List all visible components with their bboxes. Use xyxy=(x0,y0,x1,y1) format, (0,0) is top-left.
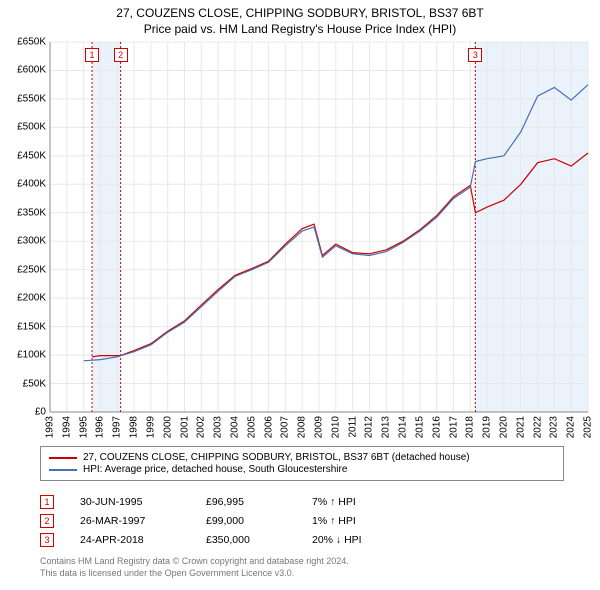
transactions-table: 1 30-JUN-1995 £96,995 7% ↑ HPI 2 26-MAR-… xyxy=(40,490,564,552)
x-axis-tick-label: 2023 xyxy=(549,416,560,438)
chart-marker-badge: 3 xyxy=(468,48,482,62)
footer-line: Contains HM Land Registry data © Crown c… xyxy=(40,556,349,568)
x-axis-tick-label: 2013 xyxy=(381,416,392,438)
x-axis-tick-label: 2001 xyxy=(179,416,190,438)
x-axis-tick-label: 1997 xyxy=(112,416,123,438)
y-axis-tick-label: £500K xyxy=(2,122,46,133)
transaction-date: 30-JUN-1995 xyxy=(80,496,180,508)
footer-line: This data is licensed under the Open Gov… xyxy=(40,568,349,580)
x-axis-tick-label: 2003 xyxy=(213,416,224,438)
transaction-pct: 20% ↓ HPI xyxy=(312,534,402,546)
x-axis-tick-label: 2014 xyxy=(398,416,409,438)
marker-badge: 2 xyxy=(40,514,54,528)
table-row: 3 24-APR-2018 £350,000 20% ↓ HPI xyxy=(40,533,564,547)
x-axis-tick-label: 2007 xyxy=(280,416,291,438)
y-axis-tick-label: £300K xyxy=(2,236,46,247)
y-axis-tick-label: £350K xyxy=(2,207,46,218)
transaction-price: £96,995 xyxy=(206,496,286,508)
y-axis-tick-label: £600K xyxy=(2,65,46,76)
marker-badge: 1 xyxy=(40,495,54,509)
legend-swatch xyxy=(49,457,77,459)
legend-label: 27, COUZENS CLOSE, CHIPPING SODBURY, BRI… xyxy=(83,452,470,463)
x-axis-tick-label: 1995 xyxy=(78,416,89,438)
table-row: 1 30-JUN-1995 £96,995 7% ↑ HPI xyxy=(40,495,564,509)
x-axis-tick-label: 2004 xyxy=(229,416,240,438)
transaction-date: 26-MAR-1997 xyxy=(80,515,180,527)
x-axis-tick-label: 2006 xyxy=(263,416,274,438)
x-axis-tick-label: 2024 xyxy=(566,416,577,438)
x-axis-tick-label: 2021 xyxy=(515,416,526,438)
x-axis-tick-label: 2008 xyxy=(297,416,308,438)
transaction-date: 24-APR-2018 xyxy=(80,534,180,546)
x-axis-tick-label: 2000 xyxy=(162,416,173,438)
chart-marker-badge: 1 xyxy=(85,48,99,62)
x-axis-tick-label: 2016 xyxy=(431,416,442,438)
titles-block: 27, COUZENS CLOSE, CHIPPING SODBURY, BRI… xyxy=(0,0,600,36)
y-axis-tick-label: £200K xyxy=(2,293,46,304)
x-axis-tick-label: 2010 xyxy=(330,416,341,438)
y-axis-tick-label: £250K xyxy=(2,264,46,275)
legend: 27, COUZENS CLOSE, CHIPPING SODBURY, BRI… xyxy=(40,446,564,481)
x-axis-tick-label: 2018 xyxy=(465,416,476,438)
legend-swatch xyxy=(49,469,77,471)
chart-subtitle: Price paid vs. HM Land Registry's House … xyxy=(0,22,600,36)
x-axis-tick-label: 2015 xyxy=(414,416,425,438)
x-axis-tick-label: 1999 xyxy=(145,416,156,438)
x-axis-tick-label: 2009 xyxy=(314,416,325,438)
x-axis-tick-label: 2022 xyxy=(532,416,543,438)
x-axis-tick-label: 2019 xyxy=(482,416,493,438)
transaction-pct: 7% ↑ HPI xyxy=(312,496,402,508)
y-axis-tick-label: £550K xyxy=(2,93,46,104)
x-axis-tick-label: 2025 xyxy=(583,416,594,438)
x-axis-tick-label: 1996 xyxy=(95,416,106,438)
chart-marker-badge: 2 xyxy=(114,48,128,62)
x-axis-tick-label: 2011 xyxy=(347,416,358,438)
chart-svg xyxy=(50,42,588,412)
y-axis-tick-label: £450K xyxy=(2,150,46,161)
y-axis-tick-label: £400K xyxy=(2,179,46,190)
y-axis-tick-label: £50K xyxy=(2,378,46,389)
legend-label: HPI: Average price, detached house, Sout… xyxy=(83,464,347,475)
x-axis-tick-label: 2002 xyxy=(196,416,207,438)
transaction-price: £350,000 xyxy=(206,534,286,546)
chart-plot-area: £0£50K£100K£150K£200K£250K£300K£350K£400… xyxy=(50,42,588,412)
x-axis-tick-label: 1993 xyxy=(45,416,56,438)
y-axis-tick-label: £150K xyxy=(2,321,46,332)
footer-attribution: Contains HM Land Registry data © Crown c… xyxy=(40,556,349,579)
x-axis-tick-label: 2020 xyxy=(498,416,509,438)
chart-title: 27, COUZENS CLOSE, CHIPPING SODBURY, BRI… xyxy=(0,6,600,20)
x-axis-tick-label: 2012 xyxy=(364,416,375,438)
table-row: 2 26-MAR-1997 £99,000 1% ↑ HPI xyxy=(40,514,564,528)
legend-item: HPI: Average price, detached house, Sout… xyxy=(49,464,555,475)
y-axis-tick-label: £0 xyxy=(2,407,46,418)
y-axis-tick-label: £650K xyxy=(2,37,46,48)
marker-badge: 3 xyxy=(40,533,54,547)
x-axis-tick-label: 1994 xyxy=(61,416,72,438)
x-axis-tick-label: 2005 xyxy=(246,416,257,438)
transaction-price: £99,000 xyxy=(206,515,286,527)
x-axis-tick-label: 2017 xyxy=(448,416,459,438)
transaction-pct: 1% ↑ HPI xyxy=(312,515,402,527)
legend-item: 27, COUZENS CLOSE, CHIPPING SODBURY, BRI… xyxy=(49,452,555,463)
y-axis-tick-label: £100K xyxy=(2,350,46,361)
x-axis-tick-label: 1998 xyxy=(129,416,140,438)
chart-container: 27, COUZENS CLOSE, CHIPPING SODBURY, BRI… xyxy=(0,0,600,590)
